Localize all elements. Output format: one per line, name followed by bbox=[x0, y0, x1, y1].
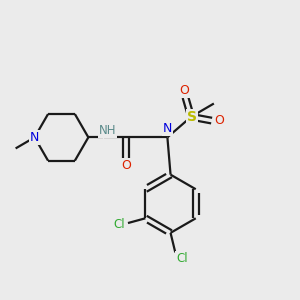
Text: Cl: Cl bbox=[113, 218, 125, 231]
Text: O: O bbox=[179, 84, 189, 97]
Text: S: S bbox=[187, 110, 197, 124]
Text: N: N bbox=[30, 131, 39, 144]
Text: O: O bbox=[121, 159, 131, 172]
Text: NH: NH bbox=[99, 124, 116, 137]
Text: Cl: Cl bbox=[176, 252, 188, 265]
Text: N: N bbox=[163, 122, 172, 135]
Text: O: O bbox=[214, 114, 224, 127]
